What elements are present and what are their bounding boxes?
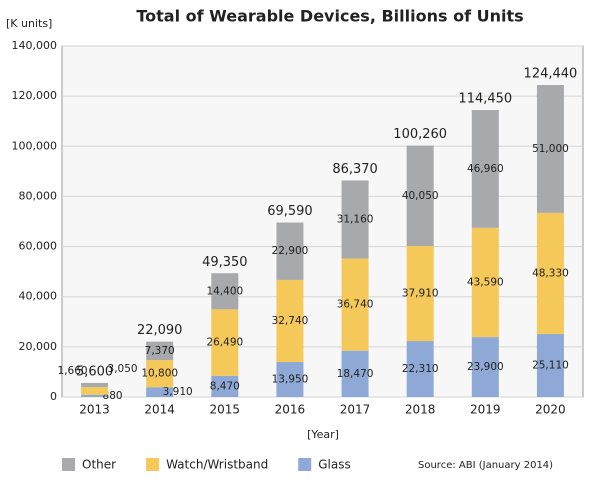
segment-label: 8,470 bbox=[210, 380, 240, 392]
y-axis-label: [K units] bbox=[6, 17, 52, 30]
segment-label: 13,950 bbox=[272, 374, 309, 386]
total-label: 49,350 bbox=[202, 255, 248, 270]
legend-label: Other bbox=[82, 458, 116, 472]
segment-label: 46,960 bbox=[467, 163, 504, 175]
legend-swatch bbox=[62, 458, 75, 471]
total-label: 22,090 bbox=[137, 323, 183, 338]
segment-label: 48,330 bbox=[532, 267, 569, 279]
segment-label: 7,370 bbox=[145, 345, 175, 357]
segment-label: 40,050 bbox=[402, 190, 439, 202]
segment-label: 36,740 bbox=[337, 299, 374, 311]
bar-segment bbox=[81, 382, 109, 388]
bar-segment bbox=[341, 350, 369, 397]
x-tick-label: 2017 bbox=[340, 403, 371, 417]
total-label: 5,600 bbox=[76, 364, 113, 379]
bar-segment bbox=[146, 387, 174, 397]
segment-label: 32,740 bbox=[272, 315, 309, 327]
bar-segment bbox=[406, 341, 434, 397]
segment-label: 1,660 bbox=[58, 365, 88, 377]
y-tick-label: 80,000 bbox=[19, 189, 58, 202]
bar-segment bbox=[211, 375, 239, 397]
segment-label: 10,800 bbox=[141, 368, 178, 380]
y-tick-label: 140,000 bbox=[12, 39, 58, 52]
total-label: 114,450 bbox=[458, 92, 512, 107]
bar-segment bbox=[471, 227, 499, 338]
bar-segment bbox=[81, 387, 109, 395]
bar-segment bbox=[211, 309, 239, 376]
bar-segment bbox=[406, 246, 434, 342]
x-tick-label: 2014 bbox=[144, 403, 175, 417]
segment-label: 37,910 bbox=[402, 288, 439, 300]
bar-segment bbox=[536, 212, 564, 335]
bar-segment bbox=[471, 337, 499, 397]
bar-segment bbox=[81, 394, 109, 397]
x-tick-label: 2013 bbox=[79, 403, 110, 417]
segment-label: 18,470 bbox=[337, 368, 374, 380]
y-tick-label: 100,000 bbox=[12, 139, 58, 152]
segment-label: 23,900 bbox=[467, 361, 504, 373]
y-tick-label: 120,000 bbox=[12, 89, 58, 102]
bar-segment bbox=[276, 222, 304, 280]
segment-label: 22,900 bbox=[272, 245, 309, 257]
bar-segment bbox=[146, 341, 174, 361]
segment-label: 25,110 bbox=[532, 360, 569, 372]
bar-segment bbox=[211, 273, 239, 310]
bar-segment bbox=[406, 145, 434, 247]
segment-label: 22,310 bbox=[402, 363, 439, 375]
source: Source: ABI (January 2014) bbox=[418, 460, 553, 471]
x-tick-label: 2020 bbox=[535, 403, 566, 417]
total-label: 124,440 bbox=[524, 67, 578, 82]
bar-segment bbox=[536, 334, 564, 397]
segment-label: 51,000 bbox=[532, 143, 569, 155]
x-tick-label: 2018 bbox=[405, 403, 436, 417]
x-tick-label: 2015 bbox=[210, 403, 241, 417]
segment-label: 3,910 bbox=[163, 386, 193, 398]
segment-label: 3,050 bbox=[108, 363, 138, 375]
legend-swatch bbox=[298, 458, 312, 471]
segment-label: 14,400 bbox=[206, 285, 243, 297]
total-label: 86,370 bbox=[332, 162, 378, 177]
segment-label: 43,590 bbox=[467, 276, 504, 288]
bar-segment bbox=[341, 180, 369, 259]
y-tick-label: 20,000 bbox=[19, 340, 58, 353]
bar-segment bbox=[276, 279, 304, 363]
total-label: 100,260 bbox=[393, 127, 447, 142]
segment-label: 26,490 bbox=[206, 337, 243, 349]
x-tick-label: 2016 bbox=[275, 403, 306, 417]
segment-label: 31,160 bbox=[337, 214, 374, 226]
y-tick-label: 60,000 bbox=[19, 240, 58, 253]
x-axis-label: [Year] bbox=[307, 428, 339, 441]
x-tick-label: 2019 bbox=[470, 403, 501, 417]
legend-label: Watch/Wristband bbox=[166, 458, 268, 472]
bar-segment bbox=[276, 362, 304, 397]
bar-segment bbox=[536, 85, 564, 213]
legend-label: Glass bbox=[318, 458, 351, 472]
bar-segment bbox=[471, 110, 499, 228]
y-tick-label: 0 bbox=[50, 390, 57, 403]
legend-swatch bbox=[146, 458, 160, 471]
bar-segment bbox=[146, 360, 174, 388]
chart-title: Total of Wearable Devices, Billions of U… bbox=[136, 7, 523, 26]
y-tick-label: 40,000 bbox=[19, 290, 58, 303]
total-label: 69,590 bbox=[267, 204, 313, 219]
bar-segment bbox=[341, 258, 369, 351]
